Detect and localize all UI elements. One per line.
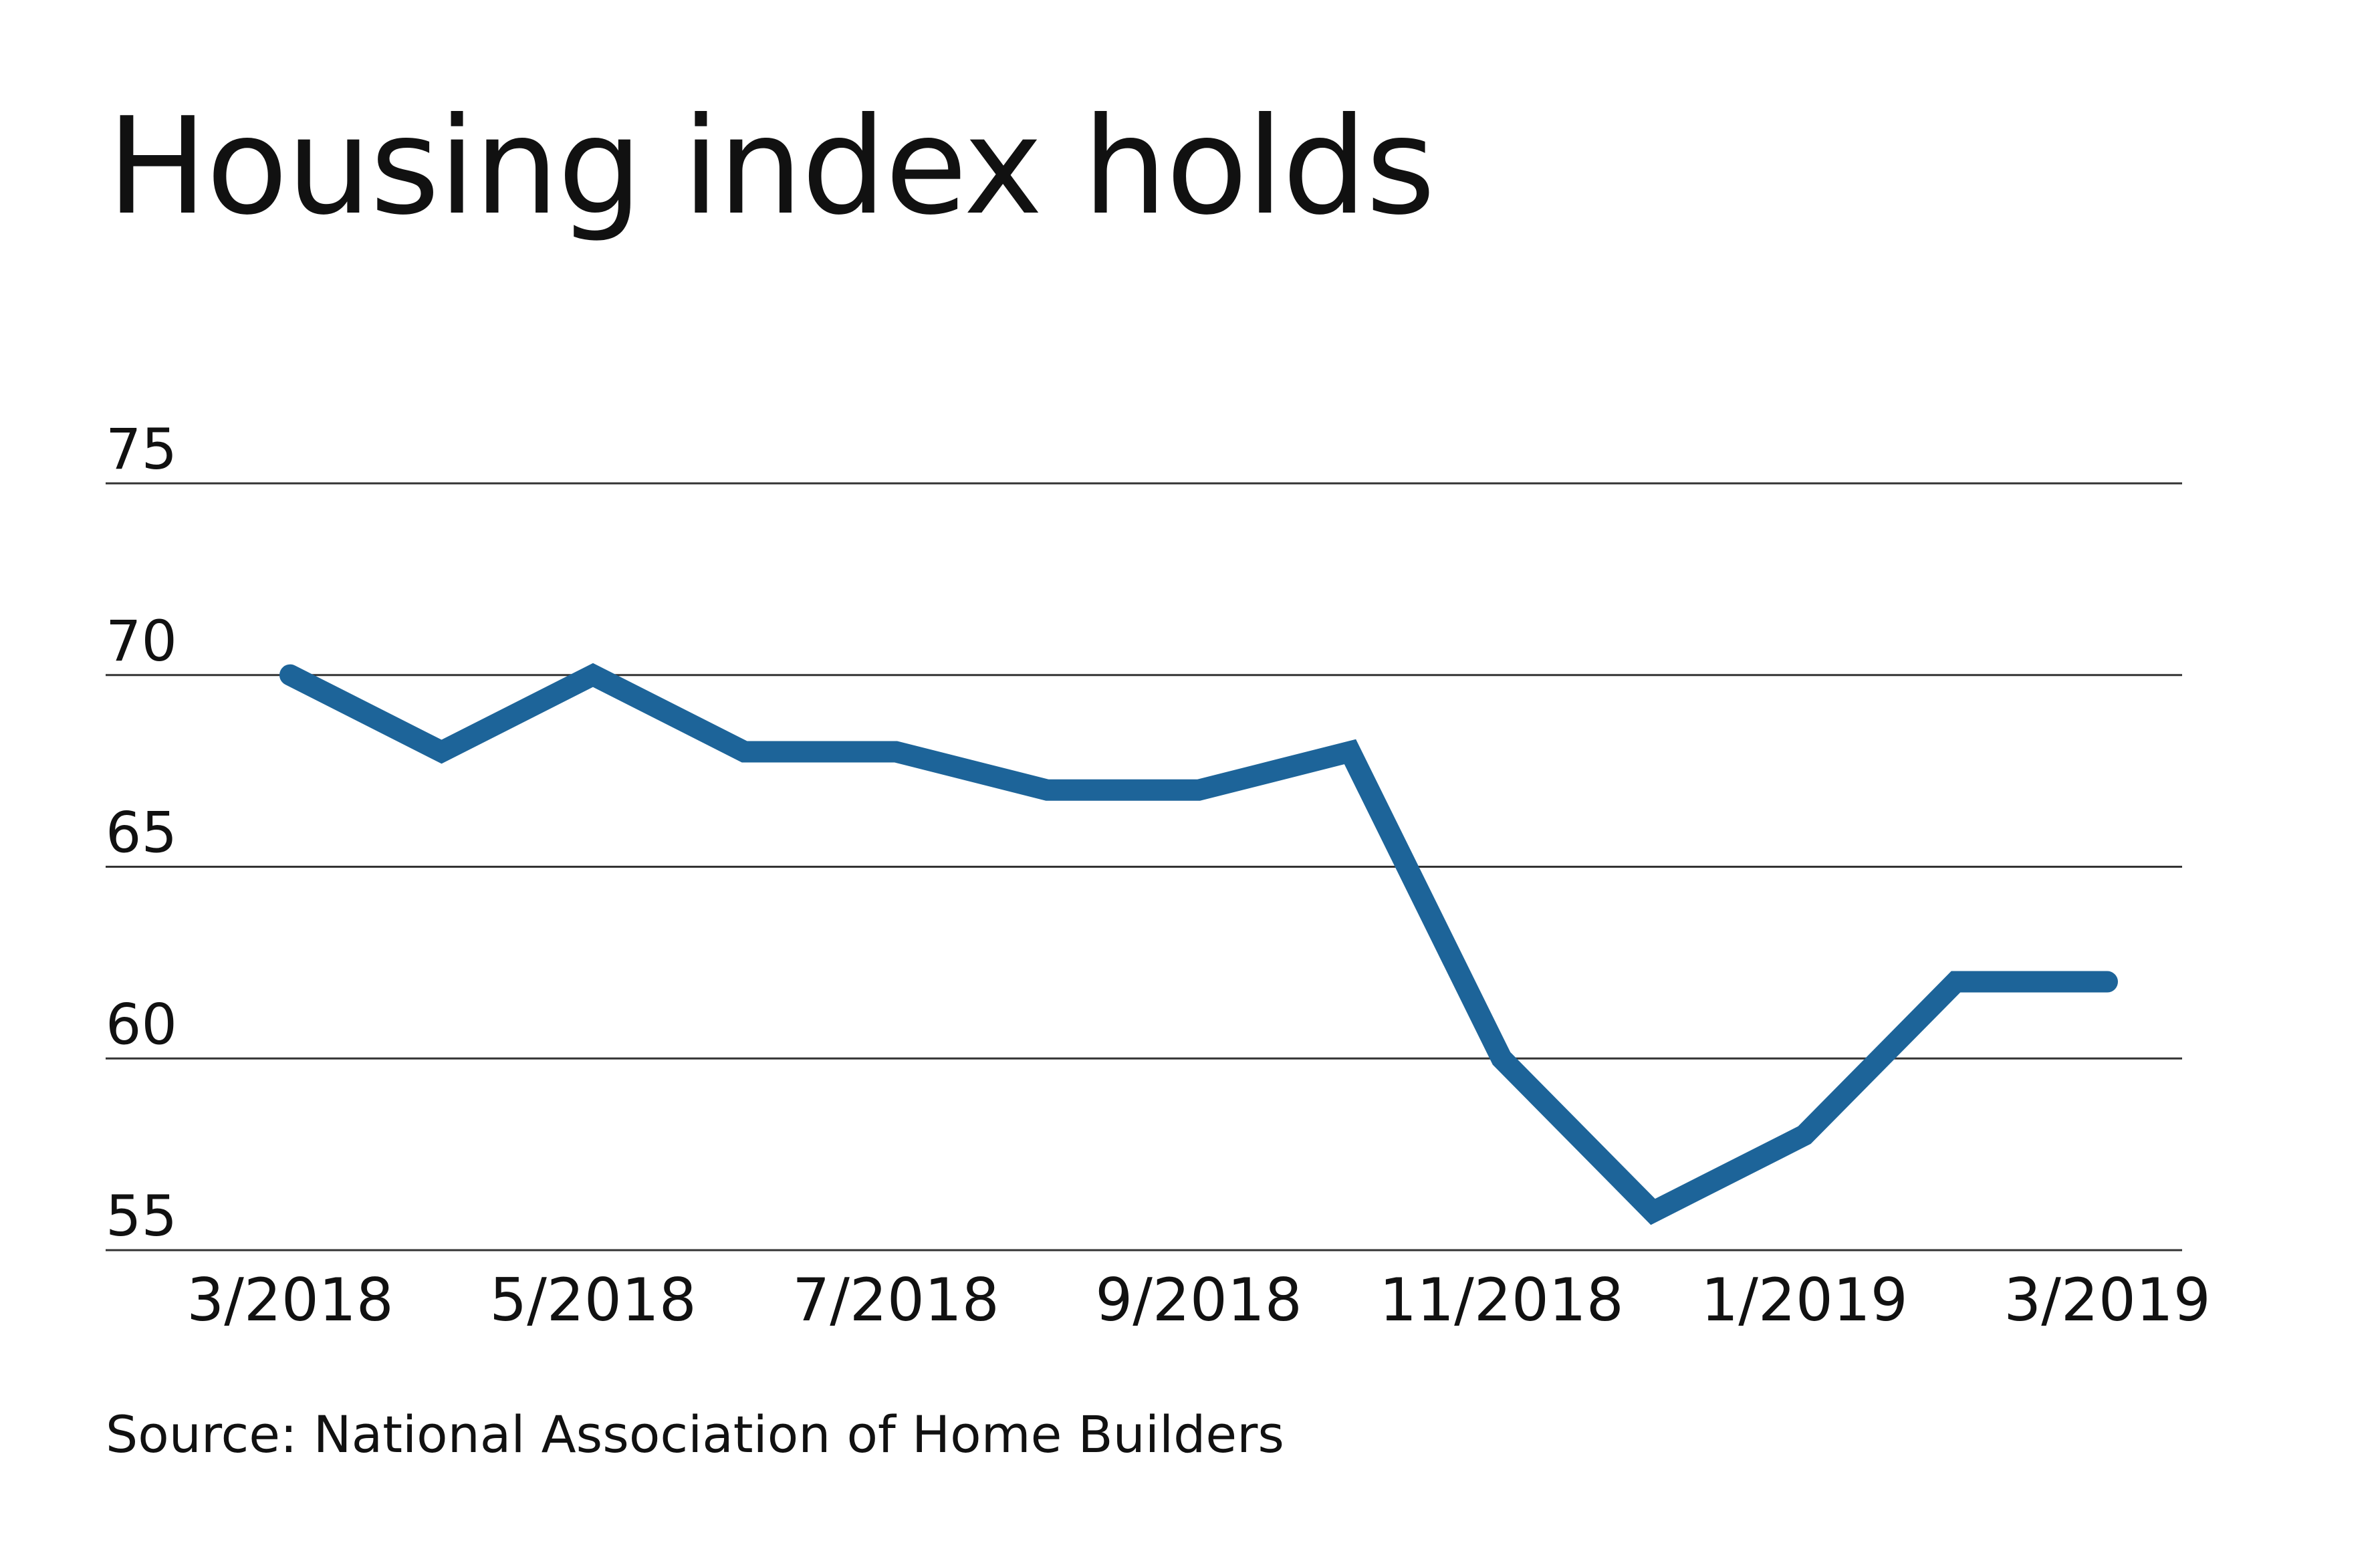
y-tick-label: 70	[106, 608, 177, 674]
x-tick-label: 9/2018	[1095, 1266, 1302, 1334]
x-axis-tick-labels: 3/2018 5/2018 7/2018 9/2018 11/2018 1/2019 3/2…	[187, 1266, 2211, 1334]
series-line-0	[279, 663, 2118, 1225]
x-tick-label: 3/2019	[2004, 1266, 2211, 1334]
y-tick-label: 65	[106, 800, 177, 866]
source-note: Source: National Association of Home Bui…	[106, 1405, 1284, 1464]
chart-title: Housing index holds	[107, 89, 1435, 245]
x-tick-label: 1/2019	[1701, 1266, 1908, 1334]
y-tick-label: 60	[106, 991, 177, 1057]
x-tick-label: 7/2018	[792, 1266, 999, 1334]
gridlines	[106, 482, 2182, 1251]
y-tick-label: 55	[106, 1183, 177, 1249]
x-tick-label: 3/2018	[187, 1266, 394, 1334]
y-tick-label: 75	[106, 416, 177, 482]
series-lines	[279, 663, 2118, 1225]
y-axis-tick-labels: 55 60 65 70 75	[106, 416, 177, 1249]
x-tick-label: 11/2018	[1379, 1266, 1624, 1334]
x-tick-label: 5/2018	[489, 1266, 697, 1334]
